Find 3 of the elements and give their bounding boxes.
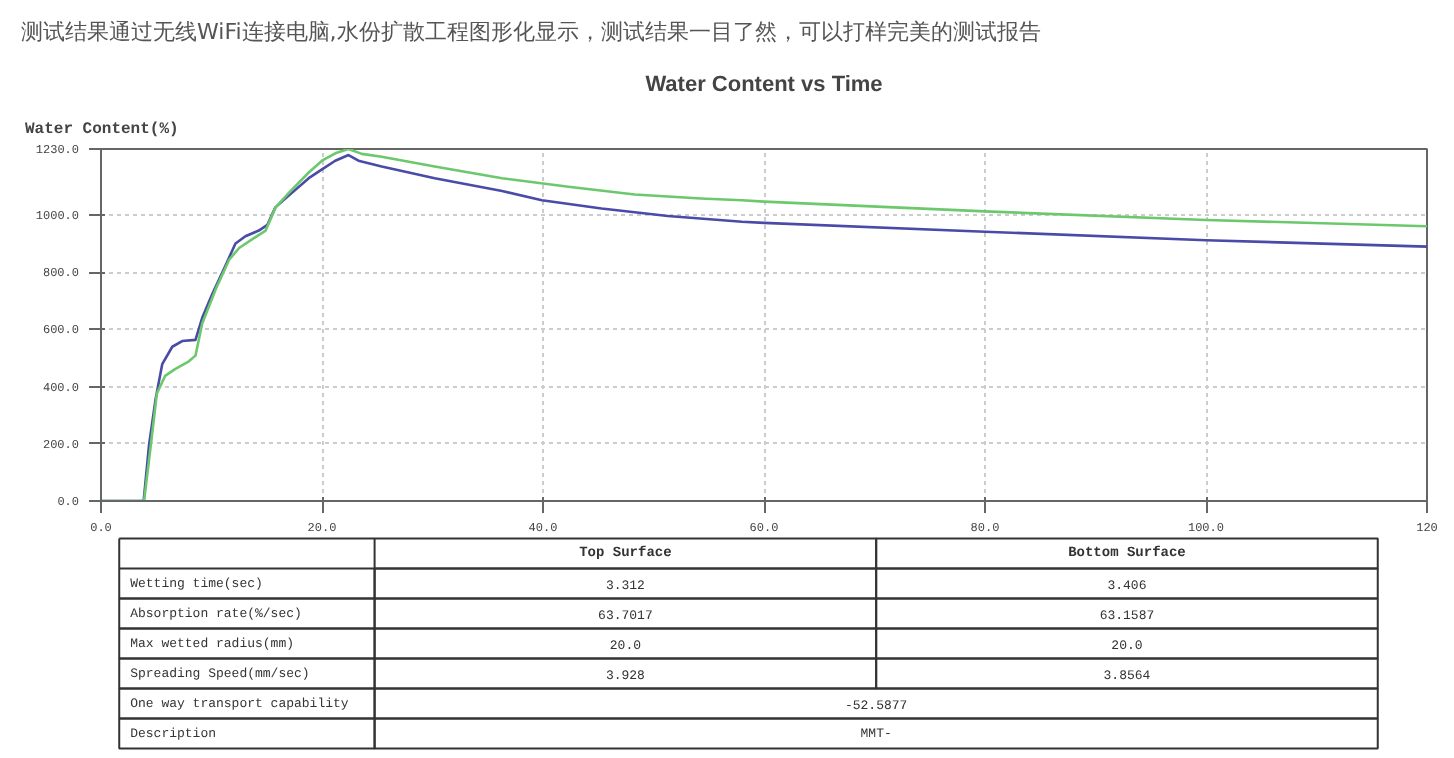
chart-title: Water Content vs Time <box>645 73 883 97</box>
y-axis-title: Water Content(%) <box>25 121 179 139</box>
text: 测试结果通过无线WiFi连接电脑,水份扩散工程图形化显示，测试结果一目了然，可以打样完美的测试报告 <box>21 19 1041 45</box>
